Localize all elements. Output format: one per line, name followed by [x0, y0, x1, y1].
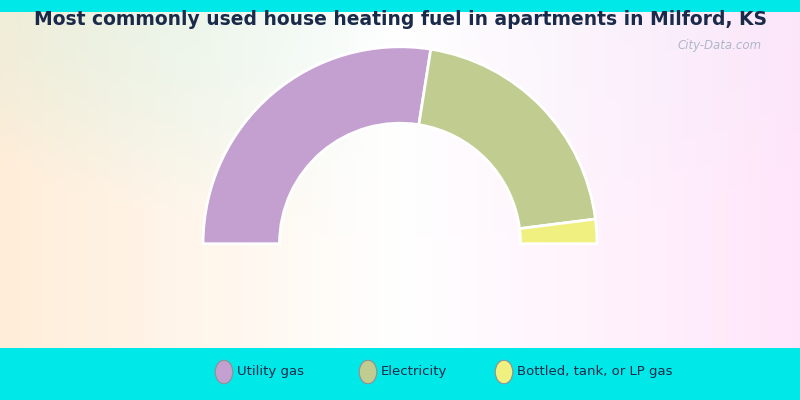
- Ellipse shape: [495, 360, 513, 384]
- Ellipse shape: [359, 360, 377, 384]
- Text: Utility gas: Utility gas: [237, 366, 304, 378]
- Text: Most commonly used house heating fuel in apartments in Milford, KS: Most commonly used house heating fuel in…: [34, 10, 766, 29]
- Ellipse shape: [215, 360, 233, 384]
- Wedge shape: [419, 49, 595, 229]
- Text: Bottled, tank, or LP gas: Bottled, tank, or LP gas: [517, 366, 672, 378]
- Text: City-Data.com: City-Data.com: [678, 39, 762, 52]
- Wedge shape: [203, 47, 431, 244]
- Wedge shape: [519, 219, 597, 244]
- Text: Electricity: Electricity: [381, 366, 447, 378]
